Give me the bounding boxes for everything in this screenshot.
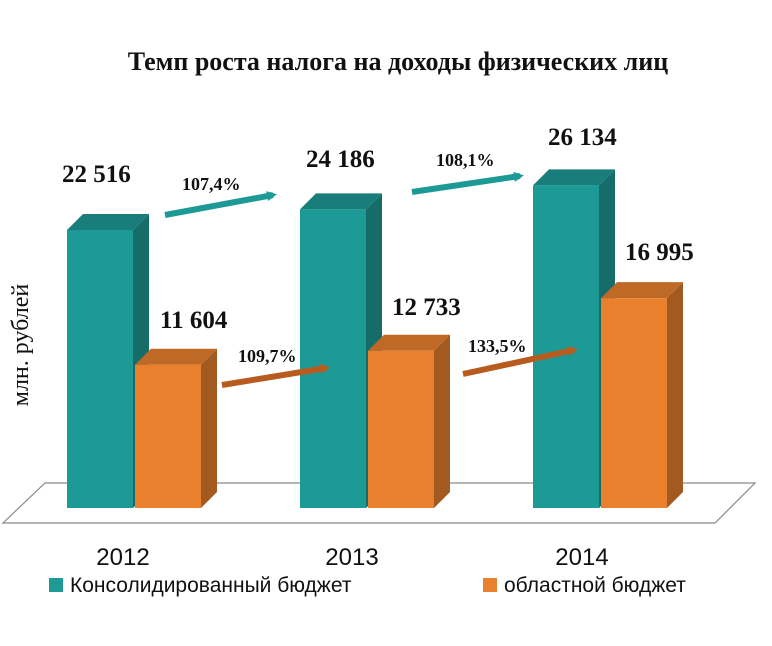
legend-swatch-regional <box>483 578 497 592</box>
value-label-regional-2012: 11 604 <box>160 307 228 334</box>
growth-arrows-group: 107,4% 108,1% 109,7% 133,5% <box>164 150 578 388</box>
bar-top <box>67 214 149 230</box>
bar-regional-2012 <box>135 348 217 508</box>
y-axis-label: млн. рублей <box>8 284 34 407</box>
growth-arrow-regional-1 <box>221 364 330 388</box>
bar-side <box>434 334 450 508</box>
legend-label-regional: областной бюджет <box>504 574 686 597</box>
bar-top <box>601 282 683 299</box>
growth-label-regional-1: 109,7% <box>238 346 297 366</box>
growth-arrow-consolidated-1 <box>164 191 277 218</box>
growth-label-consolidated-1: 107,4% <box>182 174 241 194</box>
bar-top <box>368 334 450 351</box>
growth-arrow-consolidated-2 <box>411 171 524 195</box>
bar-front <box>533 185 599 509</box>
bar-top <box>300 193 382 210</box>
bar-side <box>667 282 683 508</box>
bar-top <box>533 169 615 186</box>
bars-group <box>67 169 683 509</box>
x-tick-2013: 2013 <box>325 544 378 571</box>
bar-regional-2013 <box>368 334 450 508</box>
bar-front <box>601 298 667 508</box>
bar-top <box>135 348 217 365</box>
legend: Консолидированный бюджет областной бюдже… <box>49 574 686 597</box>
value-label-consolidated-2013: 24 186 <box>306 146 375 173</box>
value-label-regional-2014: 16 995 <box>625 239 694 266</box>
bar-regional-2014 <box>601 282 683 508</box>
growth-label-consolidated-2: 108,1% <box>436 150 495 170</box>
growth-arrow-regional-2 <box>462 346 578 377</box>
chart-title: Темп роста налога на доходы физических л… <box>128 47 668 76</box>
bar-side <box>201 348 217 508</box>
value-label-consolidated-2012: 22 516 <box>62 161 131 188</box>
value-labels-group: 22 516 24 186 26 134 11 604 12 733 16 995 <box>62 124 694 334</box>
legend-label-consolidated: Консолидированный бюджет <box>70 574 352 597</box>
legend-swatch-consolidated <box>49 578 63 592</box>
bar-front <box>135 364 201 508</box>
growth-label-regional-2: 133,5% <box>468 336 527 356</box>
x-axis-categories: 2012 2013 2014 <box>96 544 608 571</box>
value-label-regional-2013: 12 733 <box>392 294 461 321</box>
value-label-consolidated-2014: 26 134 <box>548 124 617 151</box>
bar-front <box>300 209 366 508</box>
bar-front <box>67 230 133 508</box>
bar-front <box>368 350 434 508</box>
x-tick-2012: 2012 <box>96 544 149 571</box>
x-tick-2014: 2014 <box>555 544 608 571</box>
